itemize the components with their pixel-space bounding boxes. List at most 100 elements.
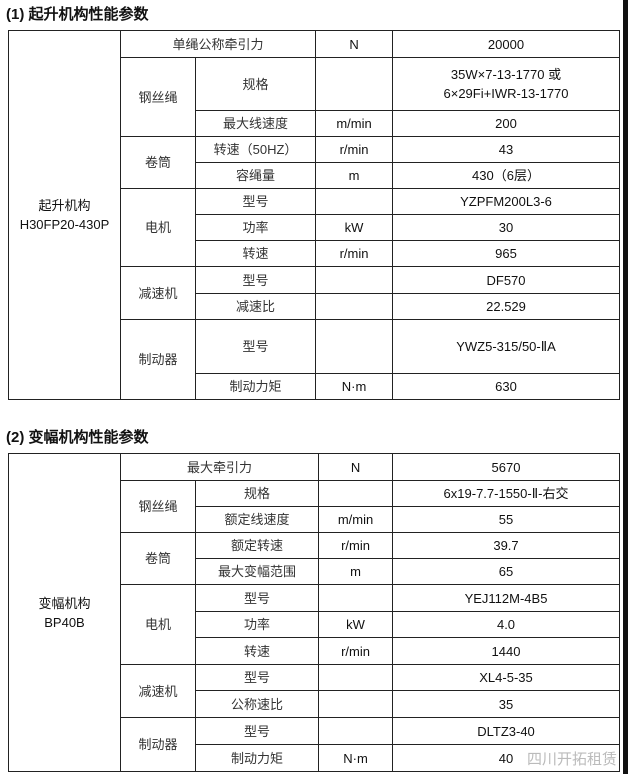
mechanism-model: BP40B	[44, 614, 85, 630]
parameter-unit: N	[318, 453, 394, 481]
parameter-value: 35	[392, 690, 620, 718]
parameter-label: 转速	[194, 240, 317, 267]
section-title-luffing: (2) 变幅机构性能参数	[6, 429, 149, 446]
luffing-parameters-table: 变幅机构 BP40B 最大牵引力 N 5670 钢丝绳 规格 6x19-7.7-1550-Ⅱ-…	[8, 453, 620, 772]
mechanism-model: H30FP20-430P	[19, 217, 110, 232]
parameter-value: 35W×7-13-1770 或 6×29Fi+IWR-13-1770	[392, 57, 620, 111]
value-line: 1440	[491, 643, 521, 659]
value-line: 43	[498, 142, 514, 157]
component-group: 电机	[120, 584, 196, 665]
component-group: 减速机	[120, 266, 196, 320]
table-row: 额定线速度 m/min 55	[9, 506, 620, 533]
table-row: 功率 kW 30	[9, 214, 620, 241]
parameter-label: 型号	[194, 188, 317, 215]
parameter-label: 型号	[194, 584, 320, 612]
parameter-unit	[318, 690, 394, 718]
value-line: 22.529	[486, 299, 526, 314]
parameter-label: 型号	[194, 266, 317, 294]
parameter-unit	[315, 319, 394, 374]
parameter-unit	[315, 293, 394, 320]
parameter-unit: r/min	[318, 532, 394, 559]
table-row: 卷筒 转速（50HZ） r/min 43	[9, 136, 620, 189]
component-group: 卷筒	[120, 532, 196, 585]
table-row: 功率 kW 4.0	[9, 611, 620, 638]
value-line: 20000	[487, 36, 525, 52]
table-row: 制动力矩 N·m 40	[9, 744, 620, 772]
component-group: 制动器	[120, 319, 196, 400]
table-row: 最大变幅范围 m 65	[9, 558, 620, 585]
parameter-value: 43	[392, 136, 620, 163]
parameter-label: 公称速比	[194, 690, 320, 718]
parameter-value: 40	[392, 744, 620, 772]
table-row: 转速 r/min 965	[9, 240, 620, 267]
mechanism-name: 变幅机构	[38, 595, 91, 611]
parameter-label: 转速	[194, 637, 320, 665]
parameter-value: 22.529	[392, 293, 620, 320]
value-line: 55	[498, 512, 514, 527]
value-line: 39.7	[493, 538, 519, 553]
mechanism-cell: 变幅机构 BP40B	[8, 453, 121, 772]
watermark: 四川开拓租赁	[527, 751, 618, 768]
parameter-value: DLTZ3-40	[392, 717, 620, 745]
parameter-value: 20000	[392, 30, 620, 58]
parameter-unit: m/min	[318, 506, 394, 533]
component-group: 钢丝绳	[120, 480, 196, 533]
parameter-value: 4.0	[392, 611, 620, 638]
mechanism-name: 起升机构	[38, 198, 91, 213]
value-line: DLTZ3-40	[477, 723, 535, 739]
value-line: YEJ112M-4B5	[464, 590, 548, 606]
section-title-hoist: (1) 起升机构性能参数	[6, 6, 149, 23]
parameter-value: 430（6层）	[392, 162, 620, 189]
parameter-label: 额定线速度	[194, 506, 320, 533]
value-line: 35	[498, 696, 514, 712]
parameter-unit	[318, 480, 394, 507]
parameter-value: YWZ5-315/50-ⅡA	[392, 319, 620, 374]
value-line: 6x19-7.7-1550-Ⅱ-右交	[443, 486, 569, 501]
value-line: 40	[498, 750, 514, 766]
parameter-value: 39.7	[392, 532, 620, 559]
parameter-label: 制动力矩	[194, 373, 317, 400]
table-row: 制动力矩 N·m 630	[9, 373, 620, 400]
table-row: 最大线速度 m/min 200	[9, 110, 620, 137]
parameter-label: 功率	[194, 214, 317, 241]
parameter-unit: r/min	[318, 637, 394, 665]
table-row: 变幅机构 BP40B 最大牵引力 N 5670	[8, 453, 620, 772]
parameter-unit: N	[315, 30, 394, 58]
value-line: 965	[495, 246, 517, 261]
parameter-unit: r/min	[315, 240, 394, 267]
parameter-label: 型号	[194, 717, 320, 745]
parameter-unit: N·m	[318, 744, 394, 772]
value-line: 30	[498, 220, 514, 235]
parameter-value: 55	[392, 506, 620, 533]
value-line: XL4-5-35	[479, 670, 533, 685]
component-group: 钢丝绳	[120, 57, 196, 137]
parameter-unit	[318, 717, 394, 745]
parameter-unit: m/min	[315, 110, 394, 137]
parameter-value: 6x19-7.7-1550-Ⅱ-右交	[392, 480, 620, 507]
value-line: DF570	[486, 272, 526, 288]
component-group: 减速机	[120, 664, 196, 718]
parameter-unit	[318, 664, 394, 691]
parameter-label: 规格	[194, 480, 320, 507]
table-row: 卷筒 额定转速 r/min 39.7	[9, 532, 620, 585]
parameter-unit	[315, 266, 394, 294]
table-row: 起升机构 H30FP20-430P 单绳公称牵引力 N 20000	[8, 30, 620, 400]
parameter-label: 单绳公称牵引力	[119, 30, 317, 58]
table-row: 减速比 22.529	[9, 293, 620, 320]
parameter-value: 630	[392, 373, 620, 400]
parameter-label: 型号	[194, 319, 317, 374]
parameter-unit	[315, 188, 394, 215]
table-row: 减速机 型号 XL4-5-35	[9, 664, 620, 718]
parameter-value: YZPFM200L3-6	[392, 188, 620, 215]
value-line: YZPFM200L3-6	[460, 194, 552, 209]
parameter-value: 65	[392, 558, 620, 585]
table-row: 容绳量 m 430（6层）	[9, 162, 620, 189]
parameter-label: 型号	[194, 664, 320, 691]
hoist-parameters-table: 起升机构 H30FP20-430P 单绳公称牵引力 N 20000 钢丝绳 规格 35W×7-…	[8, 30, 620, 400]
parameter-value: 965	[392, 240, 620, 267]
parameter-value: 30	[392, 214, 620, 241]
parameter-unit: m	[318, 558, 394, 585]
parameter-value: YEJ112M-4B5	[392, 584, 620, 612]
value-line: YWZ5-315/50-ⅡA	[456, 339, 556, 354]
parameter-value: DF570	[392, 266, 620, 294]
